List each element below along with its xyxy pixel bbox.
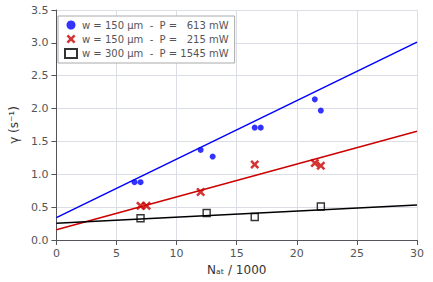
svg-text:30: 30 bbox=[410, 247, 424, 260]
svg-text:0.0: 0.0 bbox=[31, 234, 49, 247]
svg-text:1.0: 1.0 bbox=[31, 168, 49, 181]
svg-text:20: 20 bbox=[290, 247, 304, 260]
svg-text:w = 150 μm - P = 613 mW: w = 150 μm - P = 613 mW bbox=[82, 20, 229, 31]
svg-text:γ (s⁻¹): γ (s⁻¹) bbox=[7, 106, 21, 144]
svg-text:w = 150 μm - P = 215 mW: w = 150 μm - P = 215 mW bbox=[82, 34, 229, 45]
svg-text:10: 10 bbox=[170, 247, 184, 260]
svg-text:w = 300 μm - P = 1545 mW: w = 300 μm - P = 1545 mW bbox=[82, 48, 229, 59]
svg-text:0.5: 0.5 bbox=[31, 201, 49, 214]
svg-text:2.5: 2.5 bbox=[31, 69, 49, 82]
svg-text:1.5: 1.5 bbox=[31, 135, 49, 148]
svg-text:15: 15 bbox=[230, 247, 244, 260]
svg-text:0: 0 bbox=[53, 247, 60, 260]
svg-text:3.5: 3.5 bbox=[31, 4, 49, 17]
svg-text:25: 25 bbox=[350, 247, 364, 260]
svg-text:2.0: 2.0 bbox=[31, 102, 49, 115]
svg-text:3.0: 3.0 bbox=[31, 36, 49, 49]
svg-text:5: 5 bbox=[113, 247, 120, 260]
svg-text:Nₐₜ / 1000: Nₐₜ / 1000 bbox=[207, 263, 266, 277]
